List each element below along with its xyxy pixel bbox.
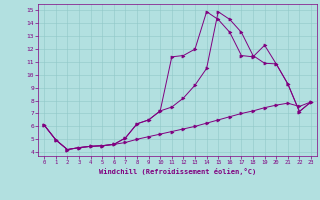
X-axis label: Windchill (Refroidissement éolien,°C): Windchill (Refroidissement éolien,°C): [99, 168, 256, 175]
